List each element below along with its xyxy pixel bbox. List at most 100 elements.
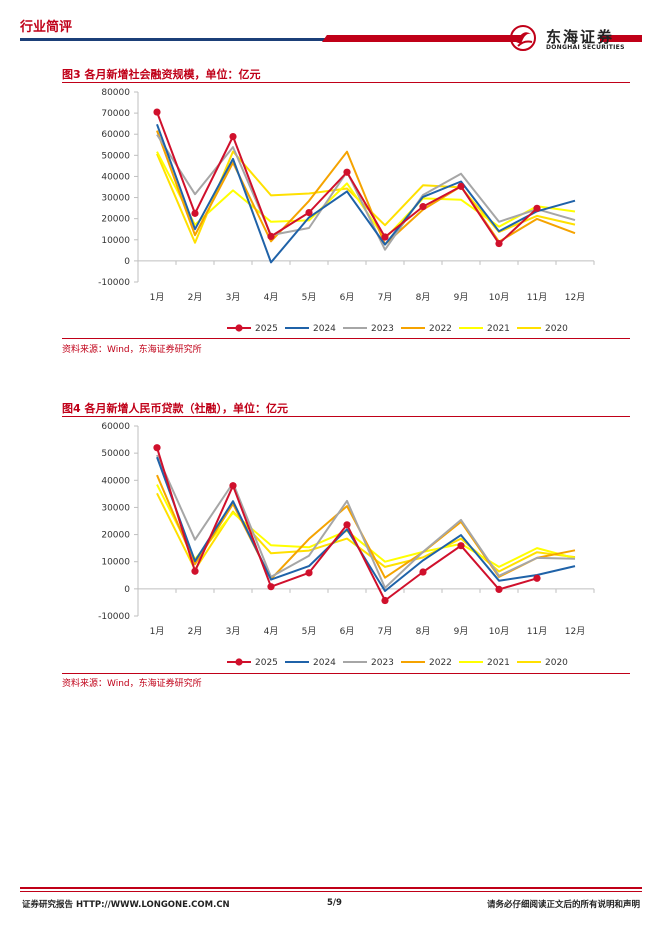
x-tick-label: 9月	[454, 292, 469, 303]
x-tick-label: 1月	[150, 626, 165, 637]
x-tick-label: 12月	[565, 292, 585, 303]
header-rule-red	[322, 35, 523, 42]
data-point-2025	[495, 239, 503, 248]
x-tick-label: 7月	[378, 626, 393, 637]
legend-label-2022: 2022	[429, 324, 452, 334]
figure-4-title: 图4 各月新增人民币贷款（社融），单位：亿元	[62, 402, 288, 415]
x-tick-label: 3月	[226, 292, 241, 303]
data-point-2025	[343, 521, 351, 529]
y-tick-label: 10000	[101, 236, 130, 246]
legend-marker-2025	[235, 658, 243, 666]
y-tick-label: 10000	[101, 558, 130, 568]
x-tick-label: 11月	[527, 292, 547, 303]
section-title: 行业简评	[20, 20, 73, 35]
legend-label-2022: 2022	[429, 658, 452, 668]
x-tick-label: 11月	[527, 626, 547, 637]
data-point-2025	[533, 204, 541, 212]
figure-4-source: 资料来源：Wind，东海证券研究所	[62, 679, 202, 689]
figure-4-chart: -10000 0 10000 20000 30000 40000 50000 60000 1月 2…	[98, 422, 595, 668]
footer-disclaimer: 请务必仔细阅读正文后的所有说明和声明	[486, 900, 640, 910]
data-point-2025	[457, 542, 465, 550]
x-tick-label: 6月	[340, 626, 355, 637]
legend-label-2024: 2024	[313, 658, 336, 668]
footer-rule-thin	[20, 891, 642, 892]
y-tick-label: 60000	[101, 130, 130, 140]
legend-label-2020: 2020	[545, 324, 568, 334]
figure-4-top-rule	[62, 416, 630, 417]
legend-label-2023: 2023	[371, 658, 394, 668]
y-tick-label: 0	[124, 585, 130, 595]
x-tick-label: 2月	[188, 292, 203, 303]
x-tick-label: 4月	[264, 626, 279, 637]
y-tick-label: -10000	[98, 278, 130, 288]
figure-3-chart: -10000 0 10000 20000 30000 40000 50000 60000 700…	[98, 88, 595, 334]
y-tick-label: 0	[124, 257, 130, 267]
donghai-logo-icon	[510, 25, 536, 51]
logo-text-cn: 东海证券	[546, 28, 615, 46]
data-point-2025	[153, 108, 161, 116]
data-point-2025	[305, 569, 313, 577]
legend-label-2021: 2021	[487, 658, 510, 668]
y-tick-label: 50000	[101, 449, 130, 459]
x-tick-label: 2月	[188, 626, 203, 637]
series-line-2025	[156, 111, 538, 245]
y-tick-label: 50000	[101, 151, 130, 161]
data-point-2025	[153, 444, 161, 452]
x-tick-label: 8月	[416, 626, 431, 637]
figure-3-top-rule	[62, 82, 630, 83]
data-point-2025	[191, 567, 199, 575]
x-tick-label: 8月	[416, 292, 431, 303]
x-tick-label: 5月	[302, 292, 317, 303]
x-tick-label: 3月	[226, 626, 241, 637]
x-tick-label: 10月	[489, 626, 509, 637]
x-tick-label: 12月	[565, 626, 585, 637]
y-tick-label: 30000	[101, 194, 130, 204]
series-line-2023	[156, 454, 576, 589]
y-tick-label: 40000	[101, 172, 130, 182]
legend-label-2025: 2025	[255, 658, 278, 668]
footer-website: 证券研究报告 HTTP://WWW.LONGONE.COM.CN	[22, 900, 230, 910]
figure-4-bottom-rule	[62, 673, 630, 674]
data-point-2025	[267, 232, 275, 240]
series-line-2024	[156, 123, 576, 264]
x-tick-label: 6月	[340, 292, 355, 303]
y-tick-label: 70000	[101, 109, 130, 119]
header-rule-navy	[20, 38, 330, 41]
data-point-2025	[267, 583, 275, 591]
data-point-2025	[381, 596, 389, 605]
logo-text-en: DONGHAI SECURITIES	[546, 44, 625, 51]
legend-label-2024: 2024	[313, 324, 336, 334]
data-point-2025	[343, 168, 351, 176]
x-tick-label: 9月	[454, 626, 469, 637]
series-line-2020	[156, 150, 576, 244]
x-tick-label: 5月	[302, 626, 317, 637]
data-point-2025	[419, 203, 427, 211]
data-point-2025	[533, 574, 541, 582]
data-point-2025	[419, 568, 427, 576]
y-tick-label: -10000	[98, 612, 130, 622]
y-tick-label: 80000	[101, 88, 130, 98]
figure-3-bottom-rule	[62, 338, 630, 339]
legend-label-2023: 2023	[371, 324, 394, 334]
y-tick-label: 20000	[101, 215, 130, 225]
data-point-2025	[495, 585, 503, 593]
series-line-2023	[156, 134, 576, 251]
legend-label-2020: 2020	[545, 658, 568, 668]
x-tick-label: 4月	[264, 292, 279, 303]
data-point-2025	[457, 182, 465, 190]
data-point-2025	[305, 208, 313, 217]
x-tick-label: 7月	[378, 292, 393, 303]
legend-label-2025: 2025	[255, 324, 278, 334]
x-tick-label: 10月	[489, 292, 509, 303]
header-rule-red-end	[600, 35, 642, 42]
y-tick-label: 30000	[101, 503, 130, 513]
y-tick-label: 60000	[101, 422, 130, 432]
data-point-2025	[191, 209, 199, 217]
figure-3-title: 图3 各月新增社会融资规模，单位：亿元	[62, 68, 261, 81]
footer-page-number: 5/9	[327, 898, 342, 908]
series-line-2024	[156, 456, 576, 592]
figure-3-source: 资料来源：Wind，东海证券研究所	[62, 345, 202, 355]
legend-label-2021: 2021	[487, 324, 510, 334]
data-point-2025	[229, 132, 237, 141]
footer-rule	[20, 887, 642, 889]
